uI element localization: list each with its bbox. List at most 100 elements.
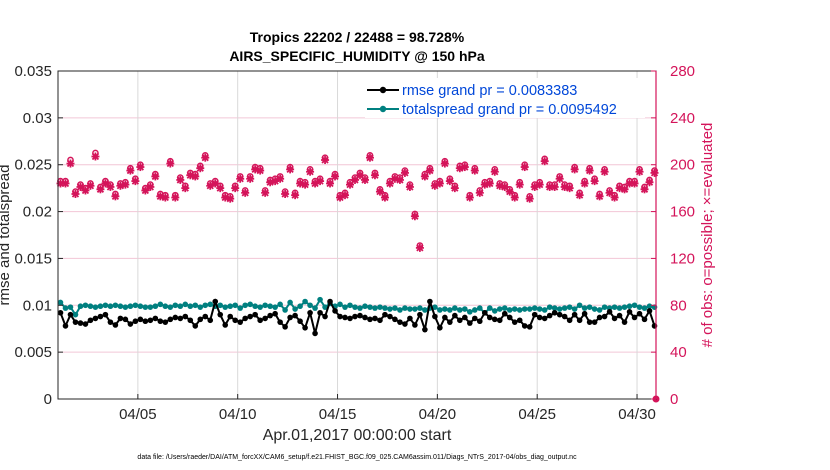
rmse-point	[97, 313, 104, 320]
rmse-point	[511, 319, 518, 325]
obs-evaluated-stroke	[630, 179, 639, 188]
obs-evaluated-marker	[515, 180, 524, 189]
obs-evaluated-stroke	[256, 166, 264, 175]
rmse-point	[342, 314, 348, 321]
obs-evaluated-stroke	[366, 154, 374, 162]
totalspread-point	[257, 304, 263, 310]
obs-evaluated-marker	[136, 163, 145, 172]
obs-evaluated-marker	[211, 179, 220, 188]
rmse-point	[481, 309, 488, 316]
x-tick-label: 04/20	[419, 406, 457, 423]
obs-evaluated-marker	[216, 184, 225, 193]
obs-evaluated-marker	[121, 180, 130, 189]
totalspread-point	[127, 303, 134, 310]
obs-evaluated-marker	[261, 188, 270, 197]
rmse-point	[576, 317, 583, 324]
totalspread-point	[362, 303, 368, 310]
obs-evaluated-marker	[341, 191, 350, 200]
rmse-point	[202, 313, 209, 320]
obs-evaluated-stroke	[91, 152, 100, 161]
totalspread-point	[476, 305, 483, 311]
rmse-point	[67, 311, 74, 318]
obs-evaluated-stroke	[211, 179, 219, 188]
rmse-point	[457, 317, 463, 324]
totalspread-point	[501, 305, 508, 311]
obs-evaluated-stroke	[331, 172, 339, 181]
totalspread-point	[312, 305, 318, 311]
y-tick-label: 0.025	[14, 157, 52, 174]
obs-evaluated-stroke	[466, 193, 474, 202]
rmse-point	[152, 315, 159, 322]
y-right-tick-label: 40	[670, 344, 687, 361]
totalspread-point	[611, 304, 618, 310]
obs-evaluated-marker	[331, 172, 340, 181]
obs-evaluated-stroke	[406, 183, 414, 191]
obs-evaluated-marker	[505, 187, 514, 196]
chart-title-line2: AIRS_SPECIFIC_HUMIDITY @ 150 hPa	[229, 48, 485, 64]
obs-evaluated-stroke	[521, 163, 529, 171]
rmse-point	[496, 317, 503, 324]
obs-evaluated-marker	[650, 168, 659, 177]
obs-evaluated-stroke	[570, 165, 579, 174]
rmse-point	[237, 319, 243, 325]
x-axis: 04/05 04/10 04/15 04/20 04/25 04/30	[119, 394, 656, 423]
rmse-point	[591, 319, 598, 325]
rmse-point	[222, 322, 229, 328]
rmse-point	[452, 312, 458, 319]
rmse-point	[122, 316, 129, 323]
rmse-point	[197, 316, 204, 323]
totalspread-point	[192, 302, 199, 309]
x-tick-label: 04/30	[618, 406, 656, 423]
rmse-point	[72, 319, 79, 325]
totalspread-point	[77, 303, 84, 310]
obs-evaluated-stroke	[590, 177, 599, 185]
totalspread-point	[82, 302, 89, 309]
obs-evaluated-marker	[251, 165, 260, 174]
totalspread-point	[641, 305, 648, 311]
totalspread-point	[407, 306, 413, 312]
plot-frame	[57, 70, 657, 400]
rmse-point	[571, 311, 578, 318]
x-axis-label: Apr.01,2017 00:00:00 start	[263, 427, 452, 444]
rmse-point	[601, 313, 608, 320]
totalspread-point	[357, 305, 363, 311]
totalspread-point	[591, 306, 598, 312]
rmse-point	[596, 314, 603, 321]
obs-evaluated-marker	[256, 166, 265, 175]
obs-evaluated-marker	[276, 174, 285, 183]
totalspread-point	[437, 307, 443, 313]
legend-rmse-marker	[379, 86, 387, 94]
obs-evaluated-stroke	[610, 193, 619, 202]
y-axis-label: rmse and totalspread	[0, 165, 13, 306]
obs-evaluated-marker	[201, 153, 210, 162]
obs-evaluated-marker	[645, 178, 654, 187]
totalspread-point	[616, 305, 623, 311]
totalspread-point	[397, 307, 403, 313]
rmse-point	[182, 313, 189, 320]
obs-evaluated-stroke	[556, 175, 564, 183]
obs-evaluated-marker	[535, 180, 544, 189]
y-tick-label: 0.03	[23, 110, 52, 127]
obs-evaluated-stroke	[126, 166, 135, 175]
obs-evaluated-marker	[405, 182, 414, 191]
totalspread-point	[486, 305, 493, 311]
obs-evaluated-stroke	[501, 183, 509, 191]
totalspread-point	[352, 304, 358, 310]
rmse-point	[377, 317, 383, 324]
y-right-tick-label: 0	[670, 391, 678, 408]
y-tick-label: 0	[44, 391, 52, 408]
totalspread-point	[372, 305, 378, 311]
rmse-point	[367, 316, 373, 323]
totalspread-point	[452, 305, 458, 311]
obs-evaluated-stroke	[551, 183, 559, 191]
obs-evaluated-stroke	[536, 180, 544, 189]
totalspread-point	[626, 303, 633, 310]
totalspread-point	[277, 301, 283, 308]
obs-evaluated-marker	[550, 182, 559, 191]
rmse-point	[252, 311, 258, 318]
totalspread-point	[571, 306, 578, 312]
obs-evaluated-stroke	[156, 192, 164, 200]
rmse-point	[641, 316, 648, 323]
rmse-point	[127, 321, 134, 327]
obs-evaluated-stroke	[301, 180, 309, 189]
